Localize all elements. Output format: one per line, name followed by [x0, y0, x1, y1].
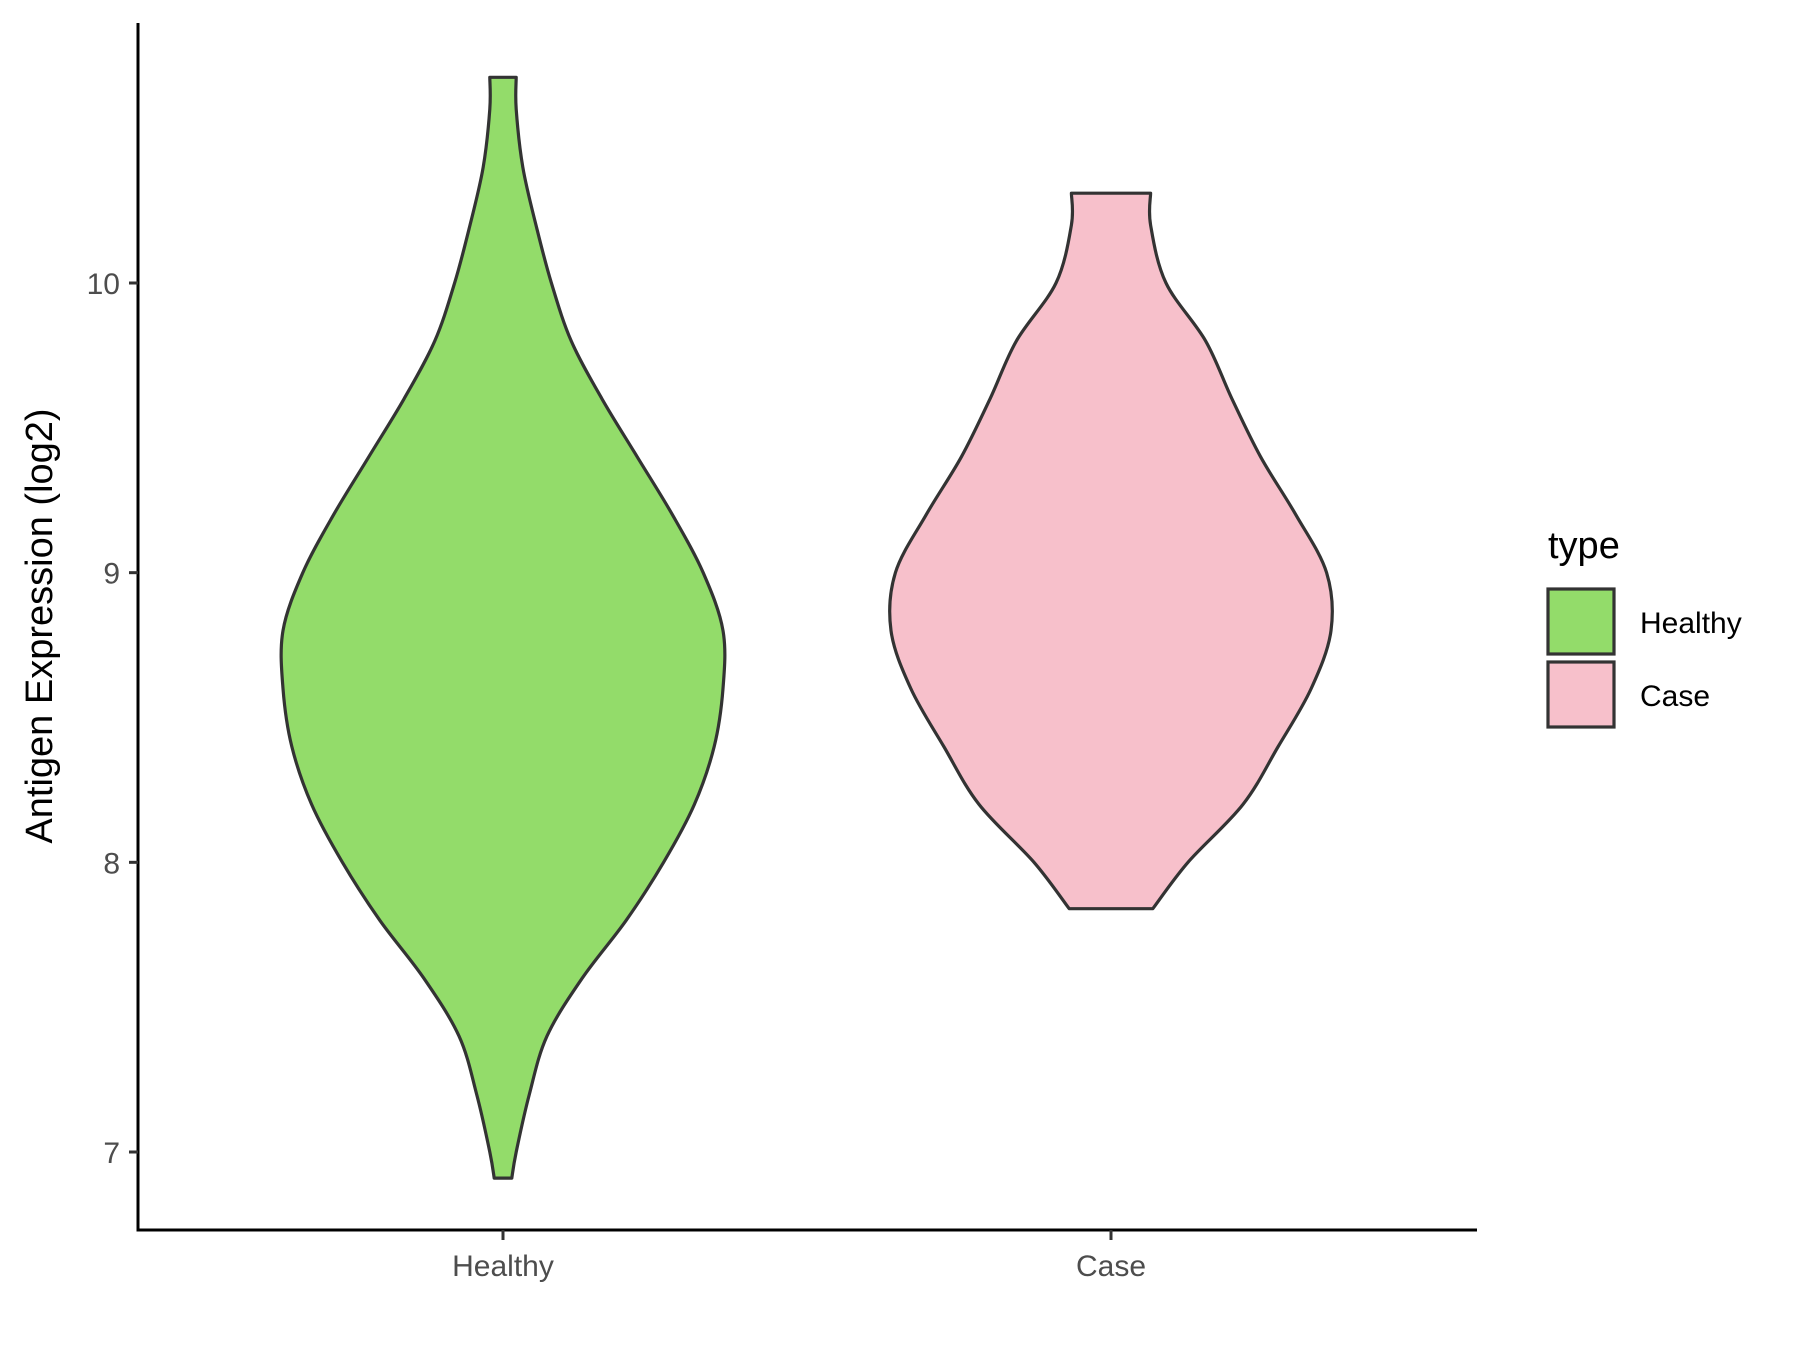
- legend: type Healthy Case: [1546, 525, 1742, 729]
- violin-case: [888, 191, 1334, 911]
- legend-swatch-case: [1546, 660, 1616, 729]
- legend-title: type: [1548, 525, 1620, 567]
- y-tick-label: 9: [103, 558, 120, 591]
- y-tick-label: 10: [87, 268, 120, 301]
- y-ticks-layer: 7 8 9 10: [87, 268, 138, 1170]
- y-tick-label: 8: [103, 847, 120, 880]
- x-tick-label: Healthy: [452, 1250, 554, 1283]
- axes-layer: [136, 23, 1477, 1232]
- violin-healthy: [279, 75, 727, 1180]
- y-axis-title: Antigen Expression (log2): [19, 408, 61, 843]
- legend-label-case: Case: [1640, 680, 1710, 713]
- y-tick-label: 7: [103, 1137, 120, 1170]
- violins-layer: [279, 75, 1334, 1180]
- legend-swatch-healthy: [1546, 587, 1616, 656]
- x-ticks-layer: Healthy Case: [452, 1230, 1146, 1283]
- legend-label-healthy: Healthy: [1640, 607, 1742, 640]
- x-tick-label: Case: [1076, 1250, 1146, 1283]
